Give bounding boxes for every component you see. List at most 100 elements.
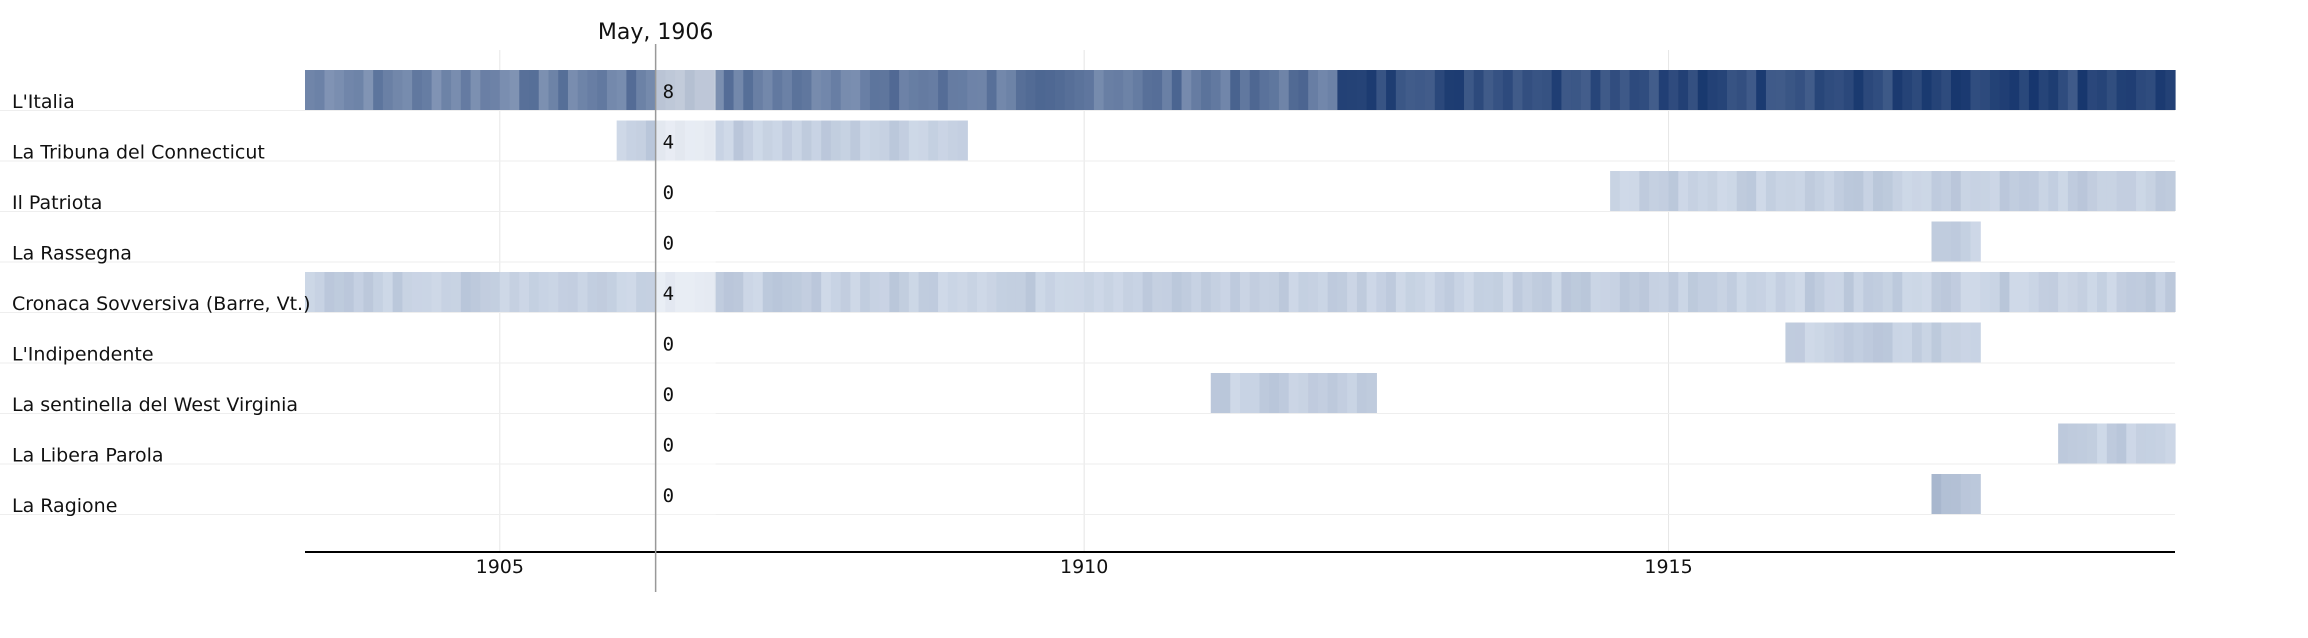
heatmap-cell <box>967 70 978 110</box>
heatmap-cell <box>636 272 647 312</box>
row-label: L'Italia <box>12 91 75 113</box>
heatmap-cells[interactable] <box>305 70 2176 514</box>
heatmap-cell <box>1405 70 1416 110</box>
heatmap-cell <box>577 70 589 110</box>
heatmap-cell <box>1931 70 1942 110</box>
heatmap-cell <box>986 70 998 110</box>
heatmap-cell <box>1395 70 1407 110</box>
heatmap-cell <box>1288 272 1300 312</box>
heatmap-cell <box>1834 171 1845 211</box>
heatmap-cell <box>1853 171 1864 211</box>
heatmap-cell <box>412 272 423 312</box>
heatmap-cell <box>1610 171 1621 211</box>
heatmap-cell <box>1395 272 1407 312</box>
heatmap-cell <box>490 70 501 110</box>
heatmap-cell <box>1649 272 1660 312</box>
heatmap-cell <box>324 272 335 312</box>
heatmap-cell <box>1259 70 1270 110</box>
heatmap-cell <box>1522 272 1533 312</box>
heatmap-cell <box>1834 70 1845 110</box>
heatmap-cell <box>801 120 813 161</box>
heatmap-cell <box>1950 474 1962 514</box>
heatmap-cell <box>1298 272 1309 312</box>
heatmap-cell <box>2155 423 2166 464</box>
heatmap-cell <box>1386 70 1397 110</box>
heatmap-cell <box>2155 171 2166 211</box>
heatmap-cell <box>1736 70 1748 110</box>
heatmap-cell <box>519 70 530 110</box>
heatmap-cell <box>1347 70 1358 110</box>
heatmap-cell <box>977 272 988 312</box>
heatmap-cell <box>1220 373 1231 413</box>
heatmap-cell <box>1376 70 1387 110</box>
heatmap-cell <box>343 70 355 110</box>
heatmap-cell <box>1210 70 1222 110</box>
heatmap-cell <box>606 70 618 110</box>
heatmap-cell <box>762 70 774 110</box>
heatmap-cell <box>1668 70 1679 110</box>
heatmap-cell <box>772 120 783 161</box>
heatmap-cell <box>1317 373 1329 413</box>
heatmap-cell <box>1454 70 1465 110</box>
heatmap-cell <box>889 272 900 312</box>
heatmap-cell <box>889 120 900 161</box>
heatmap-cell <box>1308 70 1319 110</box>
heatmap-cell <box>1230 373 1241 413</box>
heatmap-cell <box>1454 272 1465 312</box>
heatmap-cell <box>1171 272 1183 312</box>
grid-lines <box>0 50 2175 552</box>
heatmap-cell <box>1356 373 1368 413</box>
heatmap-cell <box>753 120 764 161</box>
heatmap-cell <box>1191 272 1202 312</box>
heatmap-cell <box>1015 70 1027 110</box>
heatmap-cell <box>616 120 628 161</box>
heatmap-cell <box>1765 70 1777 110</box>
heatmap-cell <box>1921 70 1933 110</box>
heatmap-cell <box>1960 474 1972 514</box>
heatmap-cell <box>2145 171 2157 211</box>
heatmap-cell <box>1658 171 1670 211</box>
row-labels: L'Italia La Tribuna del Connecticut Il Pat… <box>12 91 311 517</box>
heatmap-cell <box>1610 272 1621 312</box>
heatmap-cell <box>1366 272 1377 312</box>
heatmap-cell <box>1746 70 1757 110</box>
heatmap-cell <box>2126 423 2137 464</box>
heatmap-cell <box>753 70 764 110</box>
heatmap-cell <box>782 120 793 161</box>
heatmap-cell <box>1220 70 1231 110</box>
row-label: La Tribuna del Connecticut <box>12 142 265 164</box>
heatmap-cell <box>1561 272 1572 312</box>
heatmap-cell <box>2087 70 2098 110</box>
heatmap-cell <box>762 120 774 161</box>
heatmap-cell <box>1006 272 1017 312</box>
heatmap-cell <box>1658 272 1670 312</box>
heatmap-cell <box>1600 70 1611 110</box>
heatmap-cell <box>723 120 735 161</box>
heatmap-cell <box>1814 322 1825 363</box>
heatmap-cell <box>1824 70 1835 110</box>
heatmap-cell <box>499 272 511 312</box>
heatmap-cell <box>1931 322 1942 363</box>
heatmap-cell <box>1464 70 1475 110</box>
heatmap-cell <box>2067 272 2079 312</box>
heatmap-cell <box>2077 171 2088 211</box>
heatmap-cell <box>1707 70 1718 110</box>
row-label: L'Indipendente <box>12 344 154 366</box>
heatmap-cell <box>957 120 968 161</box>
heatmap-cell <box>1025 272 1037 312</box>
heatmap-cell <box>548 70 559 110</box>
heatmap-cell <box>928 70 939 110</box>
heatmap-cell <box>1074 70 1085 110</box>
heatmap-cell <box>1142 70 1153 110</box>
heatmap-cell <box>343 272 355 312</box>
hover-value: 4 <box>663 283 674 305</box>
heatmap-cell <box>2058 423 2069 464</box>
heatmap-cell <box>840 272 852 312</box>
heatmap-cell <box>441 70 452 110</box>
heatmap-cell <box>821 272 832 312</box>
heatmap-cell <box>1337 373 1348 413</box>
heatmap-cell <box>1162 272 1173 312</box>
heatmap-cell <box>811 70 822 110</box>
heatmap-cell <box>1795 272 1806 312</box>
